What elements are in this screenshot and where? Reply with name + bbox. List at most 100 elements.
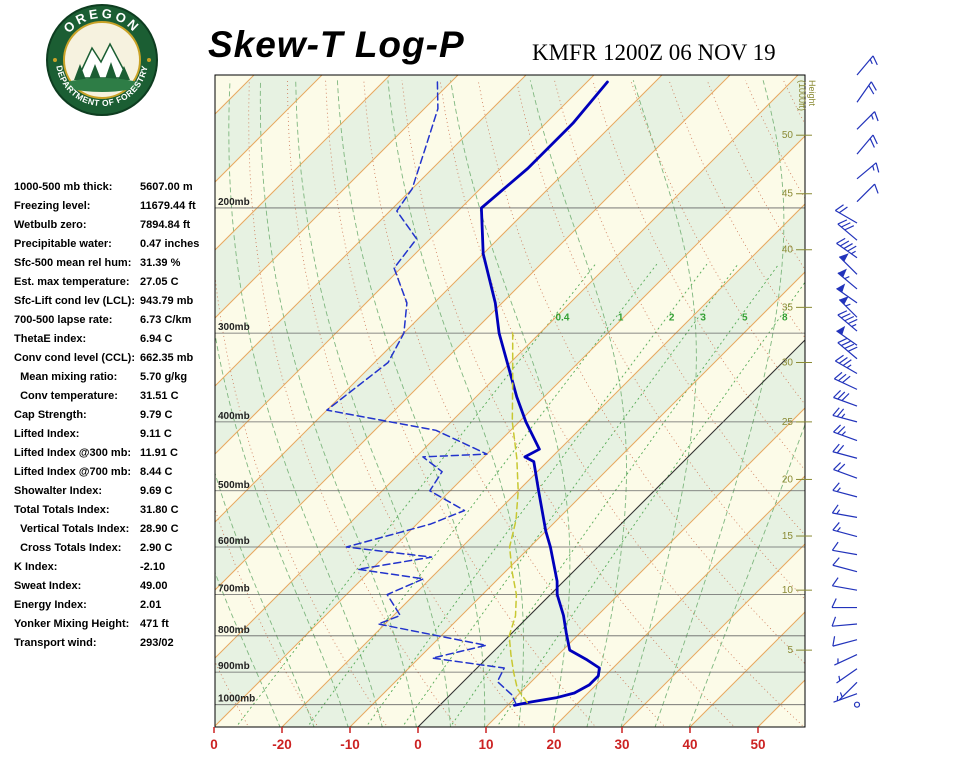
index-value: 5607.00 m bbox=[140, 181, 193, 193]
skewt-chart: 200mb 300mb 400mb 500mb 600mb 700mb 800mb 900mb… bbox=[210, 74, 817, 752]
wind-barb bbox=[835, 204, 858, 224]
index-label: Cap Strength: bbox=[14, 409, 87, 421]
wind-barb bbox=[833, 390, 858, 407]
index-value: 11679.44 ft bbox=[140, 200, 196, 212]
index-value: 31.51 C bbox=[140, 390, 179, 402]
pressure-label: 500mb bbox=[218, 480, 250, 491]
index-label: Total Totals Index: bbox=[14, 504, 110, 516]
pressure-label: 400mb bbox=[218, 411, 250, 422]
height-axis-label: Height(1000ft) bbox=[797, 80, 817, 111]
index-value: 7894.84 ft bbox=[140, 219, 191, 231]
height-tick-label: 30 bbox=[782, 358, 794, 369]
index-label: Est. max temperature: bbox=[14, 276, 130, 288]
station-datetime: KMFR 1200Z 06 NOV 19 bbox=[532, 40, 776, 65]
index-row: Lifted Index: 9.11 C bbox=[14, 428, 218, 447]
wind-barb bbox=[832, 557, 858, 573]
wind-barb bbox=[832, 482, 858, 498]
index-label: ThetaE index: bbox=[14, 333, 87, 345]
index-label: Yonker Mixing Height: bbox=[14, 618, 130, 630]
wind-barb bbox=[837, 337, 858, 360]
indices-panel: 1000-500 mb thick: 5607.00 m Freezing leve… bbox=[14, 181, 218, 656]
mixing-ratio-label: 3 bbox=[700, 312, 706, 323]
index-row: Total Totals Index: 31.80 C bbox=[14, 504, 218, 523]
height-tick-label: 10 bbox=[782, 585, 794, 596]
wind-barb bbox=[836, 283, 858, 304]
index-label: Freezing level: bbox=[14, 200, 91, 212]
index-row: Showalter Index: 9.69 C bbox=[14, 485, 218, 504]
index-row: Mean mixing ratio: 5.70 g/kg bbox=[14, 371, 218, 390]
wind-barb bbox=[836, 237, 858, 259]
mixing-ratio-label: 1 bbox=[618, 312, 624, 323]
pressure-label: 300mb bbox=[218, 322, 250, 333]
index-value: 31.39 % bbox=[140, 257, 181, 269]
index-label: Lifted Index @700 mb: bbox=[14, 466, 132, 478]
temp-axis-label: 20 bbox=[546, 737, 561, 752]
height-tick-label: 45 bbox=[782, 189, 794, 200]
logo-tree-icon bbox=[74, 64, 86, 80]
wind-barb bbox=[832, 522, 858, 538]
index-value: 8.44 C bbox=[140, 466, 173, 478]
wind-barb bbox=[838, 253, 858, 275]
wind-barb bbox=[856, 183, 879, 203]
temp-axis-label: 30 bbox=[614, 737, 629, 752]
wind-barb bbox=[856, 55, 878, 76]
temp-axis-label: -20 bbox=[272, 737, 292, 752]
index-row: Energy Index: 2.01 bbox=[14, 599, 218, 618]
wind-barb bbox=[836, 325, 858, 346]
index-row: 700-500 lapse rate: 6.73 C/km bbox=[14, 314, 218, 333]
index-row: Cap Strength: 9.79 C bbox=[14, 409, 218, 428]
temp-axis-label: -10 bbox=[340, 737, 360, 752]
wind-barb bbox=[856, 162, 880, 180]
index-label: Transport wind: bbox=[14, 637, 97, 649]
index-label: 1000-500 mb thick: bbox=[14, 181, 113, 193]
index-label: Lifted Index: bbox=[14, 428, 80, 440]
logo-tree-icon bbox=[104, 62, 118, 82]
pressure-label: 1000mb bbox=[218, 694, 255, 705]
pressure-label: 600mb bbox=[218, 536, 250, 547]
odf-logo-icon: OREGON DEPARTMENT OF FORESTRY bbox=[46, 4, 158, 116]
index-label: Lifted Index @300 mb: bbox=[14, 447, 132, 459]
height-tick-label: 5 bbox=[787, 645, 793, 656]
index-row: Sfc-Lift cond lev (LCL): 943.79 mb bbox=[14, 295, 218, 314]
index-label: Conv temperature: bbox=[14, 390, 118, 402]
index-label: Sweat Index: bbox=[14, 580, 82, 592]
temp-axis-label: 40 bbox=[682, 737, 697, 752]
index-row: Cross Totals Index: 2.90 C bbox=[14, 542, 218, 561]
index-value: 28.90 C bbox=[140, 523, 179, 535]
temperature-curve bbox=[480, 80, 609, 707]
height-tick-label: 35 bbox=[782, 302, 794, 313]
wind-barb bbox=[832, 443, 858, 459]
logo-ground bbox=[66, 78, 138, 92]
height-tick-label: 25 bbox=[782, 417, 794, 428]
index-value: 9.69 C bbox=[140, 485, 173, 497]
temp-axis-label: 0 bbox=[210, 737, 218, 752]
index-value: 471 ft bbox=[140, 618, 169, 630]
index-row: Sfc-500 mean rel hum: 31.39 % bbox=[14, 257, 218, 276]
mixing-ratio-label: 2 bbox=[669, 312, 675, 323]
mixing-ratio-label: 8 bbox=[782, 312, 788, 323]
logo-tree-icon bbox=[118, 66, 130, 80]
index-row: Precipitable water: 0.47 inches bbox=[14, 238, 218, 257]
temp-axis-label: 50 bbox=[750, 737, 765, 752]
wind-barb bbox=[838, 681, 858, 701]
index-row: Conv temperature: 31.51 C bbox=[14, 390, 218, 409]
wind-barb bbox=[836, 668, 858, 684]
index-value: 6.73 C/km bbox=[140, 314, 192, 326]
index-value: 2.90 C bbox=[140, 542, 173, 554]
mixing-ratio-label: 5 bbox=[742, 312, 748, 323]
index-row: Conv cond level (CCL): 662.35 mb bbox=[14, 352, 218, 371]
wind-barb bbox=[833, 424, 858, 442]
index-label: Precipitable water: bbox=[14, 238, 112, 250]
wind-barb bbox=[856, 111, 879, 130]
index-value: 2.01 bbox=[140, 599, 162, 611]
pressure-label: 700mb bbox=[218, 584, 250, 595]
pressure-label: 200mb bbox=[218, 197, 250, 208]
index-row: Est. max temperature: 27.05 C bbox=[14, 276, 218, 295]
index-value: 662.35 mb bbox=[140, 352, 194, 364]
index-label: 700-500 lapse rate: bbox=[14, 314, 113, 326]
wind-barb bbox=[835, 354, 858, 375]
dewpoint-curve bbox=[326, 81, 517, 705]
index-row: 1000-500 mb thick: 5607.00 m bbox=[14, 181, 218, 200]
index-value: 11.91 C bbox=[140, 447, 178, 459]
